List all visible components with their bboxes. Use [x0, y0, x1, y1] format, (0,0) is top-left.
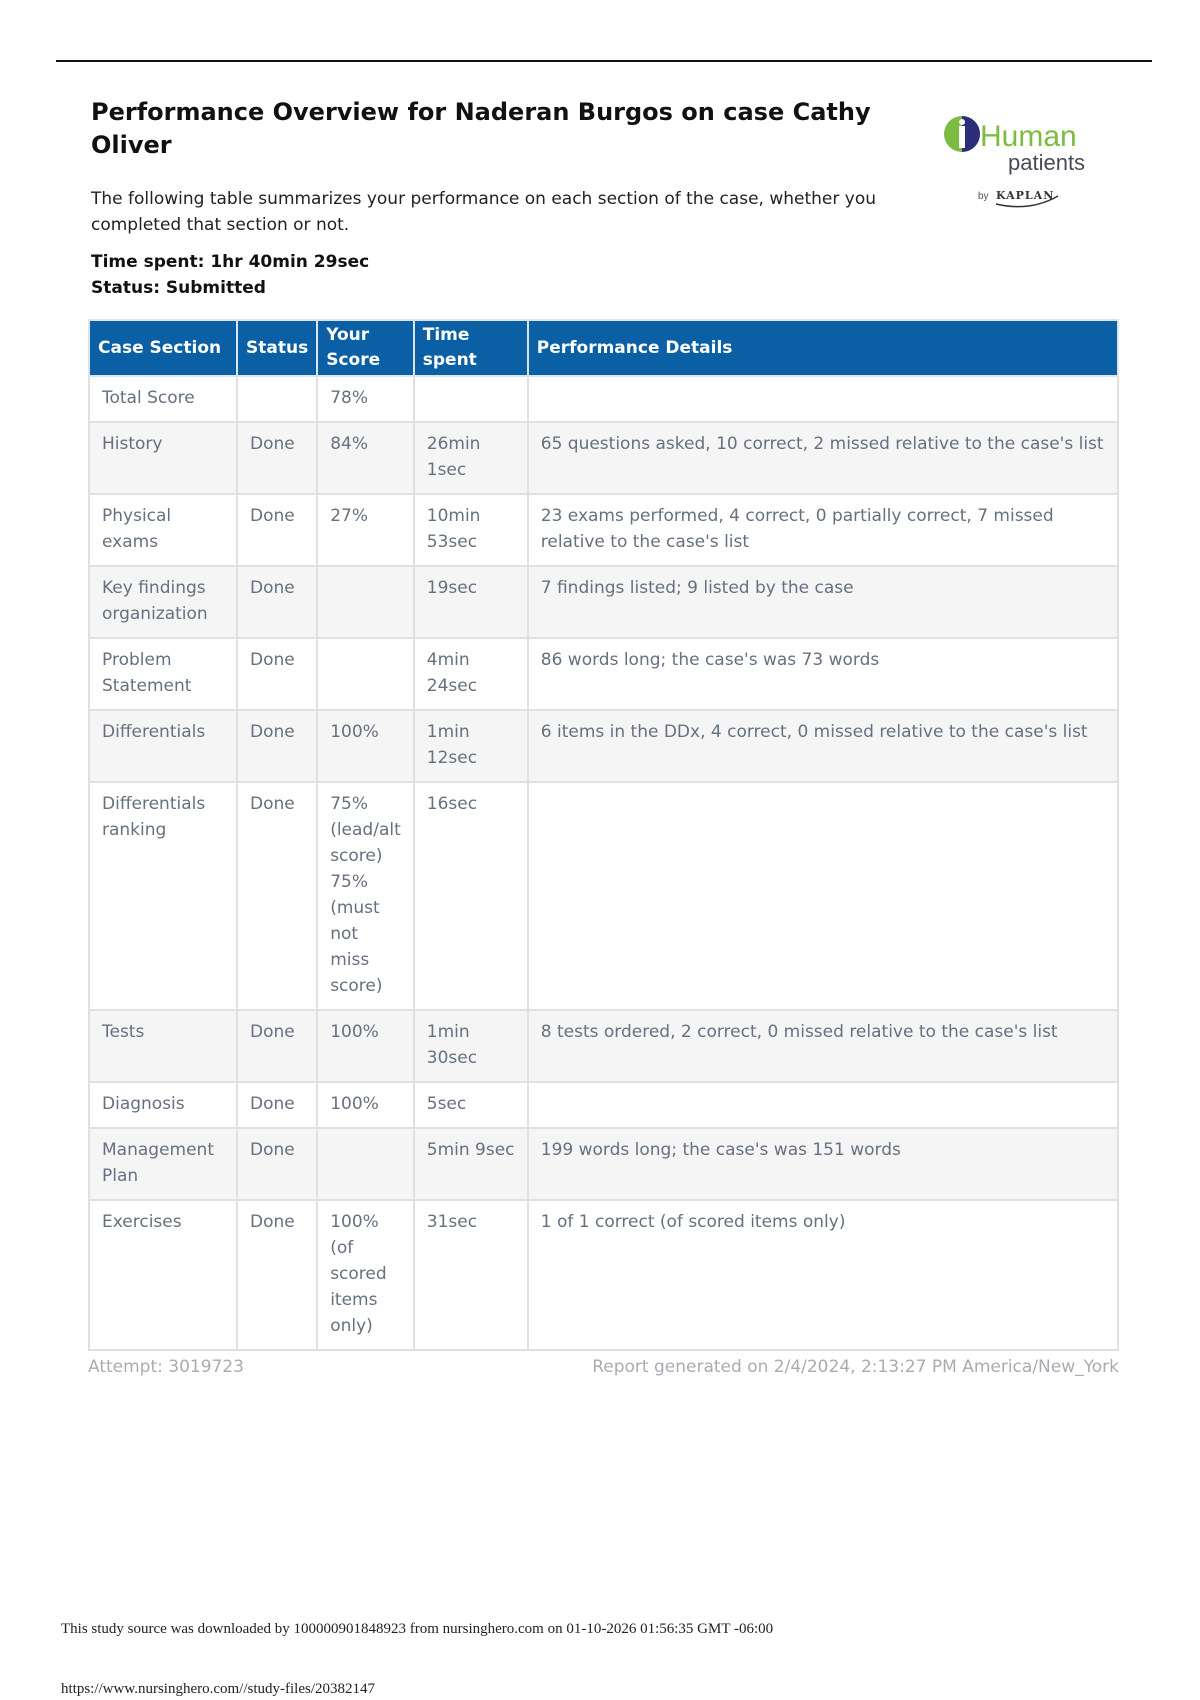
download-note: This study source was downloaded by 1000… [61, 1621, 774, 1637]
cell-time-spent: 1min 12sec [412, 709, 529, 783]
cell-case-section: Management Plan [88, 1127, 238, 1201]
source-url[interactable]: https://www.nursinghero.com//study-files… [61, 1681, 376, 1697]
cell-status: Done [235, 565, 319, 639]
svg-text:Human: Human [980, 120, 1077, 153]
table-row: Differentials Done 100% 1min 12sec 6 items i… [88, 709, 1120, 783]
header-your-score: Your Score [316, 319, 415, 377]
cell-status: Done [235, 1081, 319, 1129]
cell-time-spent: 16sec [412, 781, 529, 1011]
cell-case-section: History [88, 421, 238, 495]
cell-case-section: Tests [88, 1009, 238, 1083]
cell-score [316, 1127, 415, 1201]
cell-status: Done [235, 1127, 319, 1201]
cell-details [526, 781, 1120, 1011]
table-row: Differentials ranking Done 75% (lead/alt s… [88, 781, 1120, 1011]
svg-text:patients: patients [1008, 150, 1085, 175]
cell-score [316, 637, 415, 711]
table-row: Key findings organization Done 19sec 7 find… [88, 565, 1120, 639]
cell-details [526, 1081, 1120, 1129]
cell-score: 75% (lead/alt score) 75% (must not miss … [316, 781, 415, 1011]
cell-time-spent: 5min 9sec [412, 1127, 529, 1201]
description: The following table summarizes your perf… [91, 189, 876, 235]
table-row: Total Score 78% [88, 375, 1120, 423]
cell-case-section: Key findings organization [88, 565, 238, 639]
cell-details: 1 of 1 correct (of scored items only) [526, 1199, 1120, 1351]
cell-status: Done [235, 421, 319, 495]
cell-details: 8 tests ordered, 2 correct, 0 missed rel… [526, 1009, 1120, 1083]
cell-time-spent [412, 375, 529, 423]
cell-status: Done [235, 1199, 319, 1351]
cell-status: Done [235, 1009, 319, 1083]
cell-time-spent: 31sec [412, 1199, 529, 1351]
cell-score: 84% [316, 421, 415, 495]
summary-meta: Time spent: 1hr 40min 29sec Status: Subm… [91, 249, 369, 301]
cell-details [526, 375, 1120, 423]
cell-details: 7 findings listed; 9 listed by the case [526, 565, 1120, 639]
cell-case-section: Differentials ranking [88, 781, 238, 1011]
table-row: History Done 84% 26min 1sec 65 questions ask… [88, 421, 1120, 495]
cell-score: 100% [316, 709, 415, 783]
cell-case-section: Problem Statement [88, 637, 238, 711]
header-case-section: Case Section [88, 319, 238, 377]
table-row: Problem Statement Done 4min 24sec 86 words … [88, 637, 1120, 711]
cell-score: 100% (of scored items only) [316, 1199, 415, 1351]
time-spent: Time spent: 1hr 40min 29sec [91, 252, 370, 272]
cell-status: Done [235, 781, 319, 1011]
cell-score: 100% [316, 1009, 415, 1083]
table-row: Exercises Done 100% (of scored items only)… [88, 1199, 1120, 1351]
cell-case-section: Exercises [88, 1199, 238, 1351]
cell-time-spent: 19sec [412, 565, 529, 639]
cell-details: 199 words long; the case's was 151 words [526, 1127, 1120, 1201]
cell-status: Done [235, 709, 319, 783]
header-time-spent: Time spent [412, 319, 529, 377]
svg-text:KAPLAN: KAPLAN [996, 189, 1054, 202]
top-rule [56, 60, 1152, 62]
table-row: Physical exams Done 27% 10min 53sec 23 exams… [88, 493, 1120, 567]
cell-case-section: Total Score [88, 375, 238, 423]
cell-status: Done [235, 637, 319, 711]
performance-table: Case Section Status Your Score Time spen… [88, 319, 1120, 1351]
report-generated: Report generated on 2/4/2024, 2:13:27 PM… [592, 1357, 1119, 1377]
table-row: Diagnosis Done 100% 5sec [88, 1081, 1120, 1129]
cell-score: 78% [316, 375, 415, 423]
cell-score: 100% [316, 1081, 415, 1129]
cell-details: 65 questions asked, 10 correct, 2 missed… [526, 421, 1120, 495]
status: Status: Submitted [91, 278, 266, 298]
cell-case-section: Diagnosis [88, 1081, 238, 1129]
page-title: Performance Overview for Naderan Burgos … [91, 98, 871, 159]
cell-status: Done [235, 493, 319, 567]
cell-time-spent: 26min 1sec [412, 421, 529, 495]
cell-score [316, 565, 415, 639]
cell-time-spent: 5sec [412, 1081, 529, 1129]
attempt-id: Attempt: 3019723 [88, 1357, 244, 1377]
cell-status [235, 375, 319, 423]
cell-time-spent: 4min 24sec [412, 637, 529, 711]
i-human-patients-logo: Human patients by KAPLAN [944, 116, 1085, 208]
table-row: Management Plan Done 5min 9sec 199 words lo… [88, 1127, 1120, 1201]
cell-details: 6 items in the DDx, 4 correct, 0 missed … [526, 709, 1120, 783]
cell-details: 23 exams performed, 4 correct, 0 partial… [526, 493, 1120, 567]
cell-score: 27% [316, 493, 415, 567]
cell-time-spent: 10min 53sec [412, 493, 529, 567]
cell-case-section: Differentials [88, 709, 238, 783]
header-status: Status [235, 319, 319, 377]
cell-time-spent: 1min 30sec [412, 1009, 529, 1083]
table-header-row: Case Section Status Your Score Time spen… [88, 319, 1120, 377]
table-row: Tests Done 100% 1min 30sec 8 tests ordered, … [88, 1009, 1120, 1083]
header-performance-details: Performance Details [526, 319, 1120, 377]
svg-text:by: by [978, 191, 989, 202]
cell-case-section: Physical exams [88, 493, 238, 567]
cell-details: 86 words long; the case's was 73 words [526, 637, 1120, 711]
